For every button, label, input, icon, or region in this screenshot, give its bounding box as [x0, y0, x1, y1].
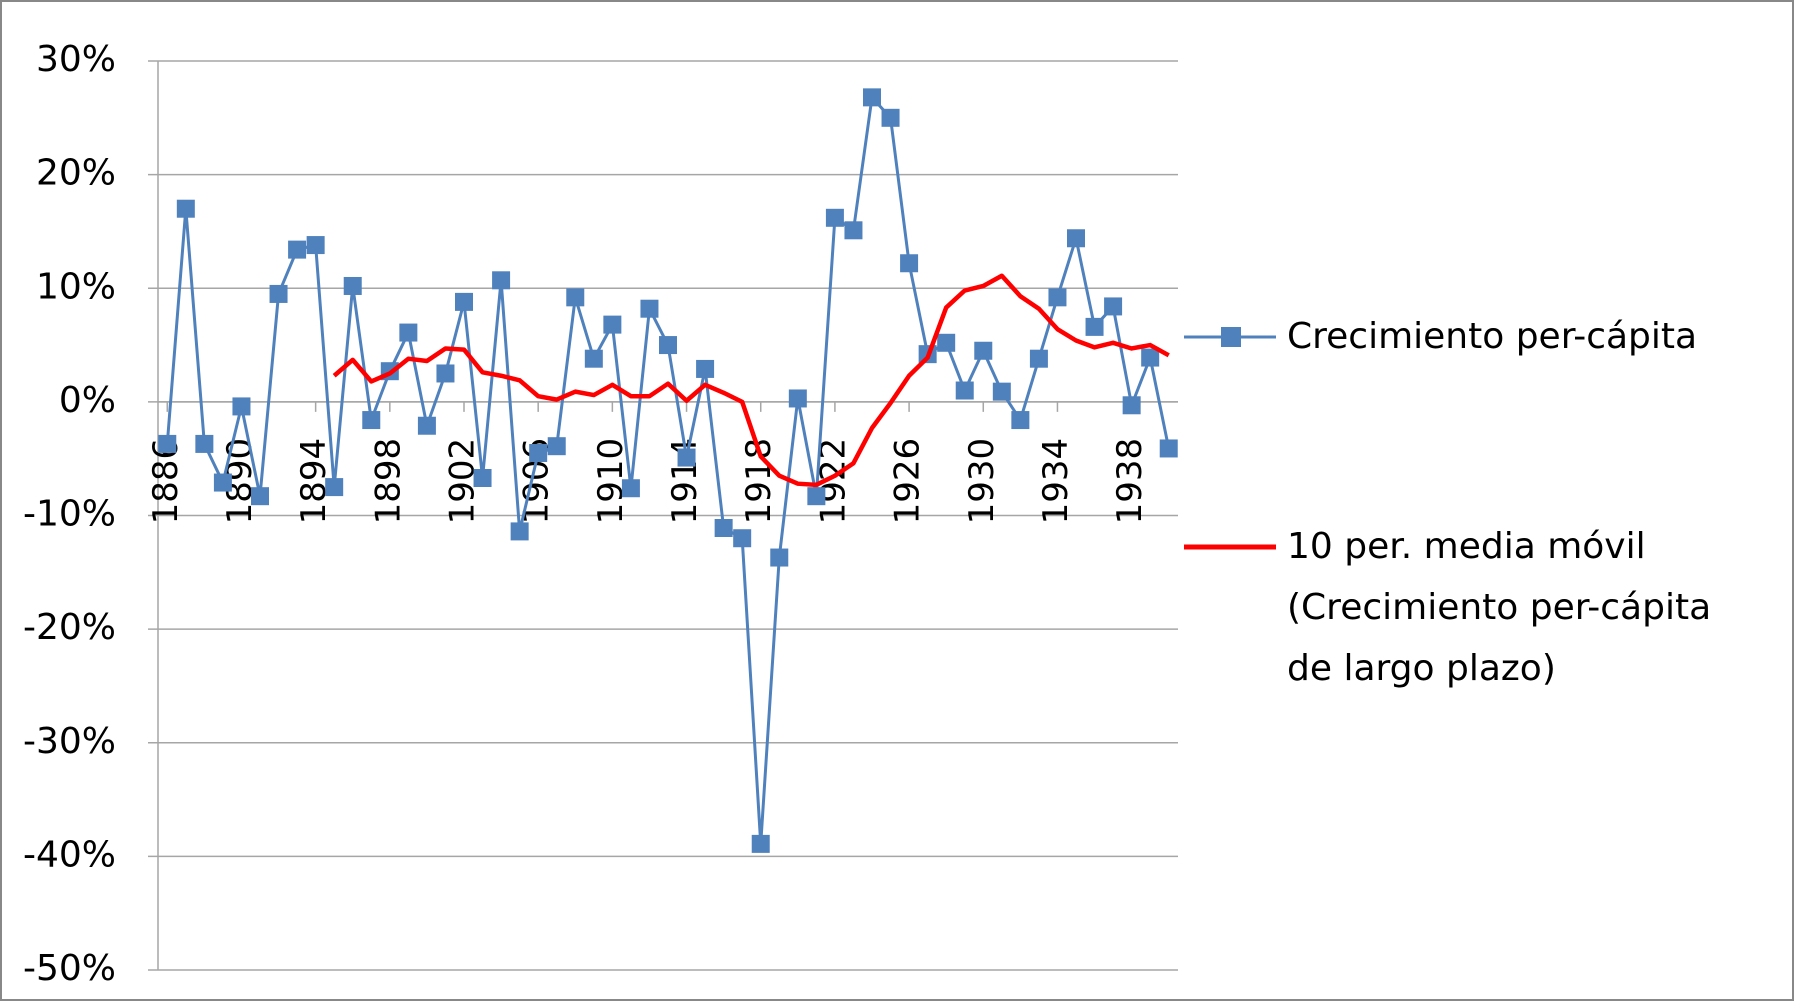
legend-entry: 10 per. media móvil (Crecimiento per-cáp…: [1287, 526, 1712, 689]
x-tick-label: 1938: [1110, 438, 1150, 525]
point: [1029, 349, 1048, 368]
point: [492, 271, 511, 290]
point: [510, 522, 529, 541]
y-tick-label: -50%: [23, 948, 116, 989]
point: [1141, 348, 1160, 367]
y-tick-label: 0%: [59, 380, 116, 421]
point: [251, 487, 269, 506]
point: [992, 382, 1011, 401]
point: [621, 479, 640, 498]
point: [1085, 317, 1104, 336]
legend-entry: Crecimiento per-cápita: [1287, 316, 1698, 357]
legend-label: Crecimiento per-cápita: [1287, 316, 1698, 357]
point: [566, 288, 585, 307]
point: [584, 349, 603, 368]
x-tick-label: 1930: [962, 438, 1002, 525]
point: [807, 487, 826, 506]
point: [659, 336, 677, 355]
point: [751, 834, 770, 853]
point: [343, 276, 362, 295]
point: [863, 88, 881, 107]
legend-marker: [1221, 327, 1241, 347]
point: [213, 473, 232, 492]
point: [232, 397, 251, 416]
point: [455, 292, 473, 311]
series-line: [332, 273, 1170, 488]
y-tick-label: -20%: [23, 607, 116, 648]
point: [696, 359, 715, 378]
y-tick-label: -40%: [23, 834, 116, 875]
x-tick-label: 1898: [368, 438, 408, 525]
point: [788, 389, 807, 408]
point: [417, 416, 436, 435]
point: [937, 333, 956, 352]
point: [288, 240, 307, 259]
y-tick-label: -30%: [23, 721, 116, 762]
y-tick-label: 10%: [36, 266, 116, 307]
point: [325, 478, 344, 497]
point: [770, 548, 789, 567]
point: [362, 411, 381, 430]
point: [269, 284, 288, 303]
point: [1122, 396, 1141, 415]
point: [1067, 229, 1085, 248]
point: [1104, 297, 1123, 316]
y-tick-label: 30%: [36, 39, 116, 80]
point: [1159, 439, 1178, 458]
point: [955, 381, 974, 400]
point: [473, 469, 492, 488]
point: [1011, 411, 1030, 430]
point: [603, 315, 622, 334]
y-tick-label: -10%: [23, 494, 116, 535]
point: [529, 444, 548, 463]
point: [547, 437, 566, 456]
point: [844, 221, 863, 240]
point: [1048, 288, 1067, 307]
x-tick-label: 1934: [1036, 438, 1076, 525]
point: [900, 254, 919, 273]
point: [436, 364, 455, 383]
x-tick-label: 1926: [888, 438, 928, 525]
point: [176, 199, 195, 218]
y-tick-label: 20%: [36, 153, 116, 194]
point: [306, 236, 325, 255]
point: [974, 341, 993, 360]
point: [677, 448, 696, 467]
point: [733, 529, 752, 548]
legend-label: 10 per. media móvil (Crecimiento per-cáp…: [1287, 526, 1712, 689]
point: [825, 208, 844, 227]
point: [714, 518, 733, 537]
point: [399, 323, 418, 342]
point: [195, 434, 214, 453]
point: [640, 299, 659, 318]
point: [158, 434, 177, 453]
point: [881, 108, 900, 127]
